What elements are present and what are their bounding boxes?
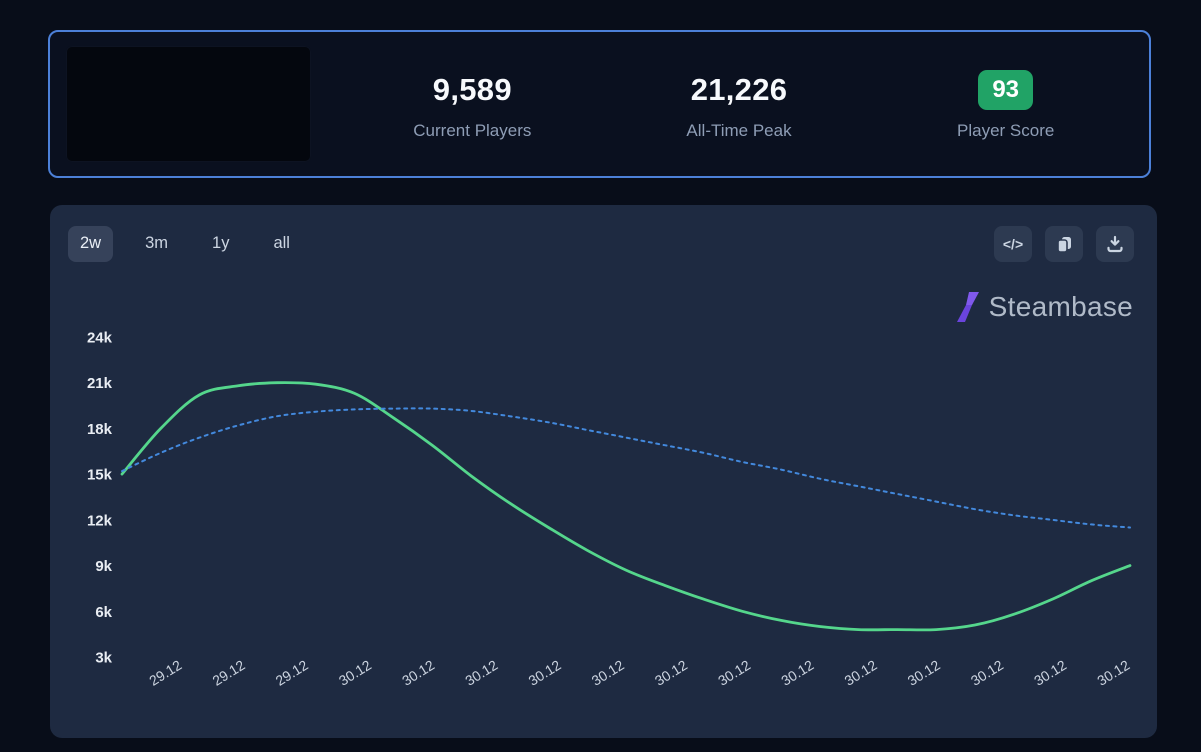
- range-button-1y[interactable]: 1y: [200, 226, 241, 261]
- player-count-chart[interactable]: 24k 21k 18k 15k 12k 9k 6k 3k 29.12 29.12 29.12 30.1…: [50, 205, 1157, 738]
- x-tick-label: 30.12: [905, 657, 943, 689]
- range-button-all[interactable]: all: [261, 226, 302, 261]
- x-tick-label: 29.12: [209, 657, 247, 689]
- x-tick-label: 30.12: [715, 657, 753, 689]
- x-tick-label: 30.12: [462, 657, 500, 689]
- current-players-label: Current Players: [413, 121, 532, 140]
- x-tick-label: 30.12: [589, 657, 627, 689]
- x-tick-label: 30.12: [1031, 657, 1069, 689]
- y-tick-label: 3k: [95, 650, 112, 667]
- x-tick-label: 30.12: [968, 657, 1006, 689]
- download-icon: [1105, 234, 1125, 254]
- range-button-2w[interactable]: 2w: [68, 226, 114, 262]
- y-tick-label: 24k: [87, 330, 113, 347]
- stat-player-score: 93 Player Score: [872, 67, 1139, 141]
- steambase-logo[interactable]: Steambase: [956, 291, 1133, 323]
- all-time-peak-label: All-Time Peak: [686, 121, 792, 140]
- players-line: [120, 381, 1132, 632]
- y-tick-label: 12k: [87, 512, 113, 529]
- chart-actions: </>: [994, 226, 1134, 262]
- stat-all-time-peak-value-wrap: 21,226: [691, 67, 788, 113]
- y-tick-label: 15k: [87, 467, 113, 484]
- x-tick-label: 30.12: [525, 657, 563, 689]
- y-tick-label: 18k: [87, 421, 113, 438]
- current-players-value: 9,589: [432, 72, 512, 107]
- x-tick-label: 29.12: [146, 657, 184, 689]
- stat-all-time-peak: 21,226 All-Time Peak: [606, 67, 873, 141]
- stat-current-players: 9,589 Current Players: [339, 67, 606, 141]
- time-range-selector: 2w 3m 1y all: [68, 226, 302, 262]
- x-tick-label: 30.12: [336, 657, 374, 689]
- steambase-wordmark: Steambase: [988, 291, 1133, 322]
- copy-button[interactable]: [1045, 226, 1083, 262]
- game-stats-card: 9,589 Current Players 21,226 All-Time Pe…: [48, 30, 1151, 178]
- trend-line: [121, 407, 1131, 529]
- game-capsule-image: [66, 46, 311, 162]
- all-time-peak-value: 21,226: [690, 72, 788, 107]
- copy-icon: [1054, 234, 1074, 254]
- x-tick-label: 30.12: [652, 657, 690, 689]
- range-button-3m[interactable]: 3m: [133, 226, 180, 261]
- chart-toolbar: 2w 3m 1y all </>: [68, 226, 1134, 262]
- x-tick-label: 30.12: [1094, 657, 1132, 689]
- x-tick-label: 30.12: [841, 657, 879, 689]
- chart-card: 2w 3m 1y all </>: [50, 205, 1157, 738]
- stat-current-players-value-wrap: 9,589: [433, 67, 512, 113]
- steambase-icon: [956, 291, 980, 323]
- embed-code-button[interactable]: </>: [994, 226, 1032, 262]
- download-button[interactable]: [1096, 226, 1134, 262]
- x-tick-label: 30.12: [399, 657, 437, 689]
- player-score-badge: 93: [978, 70, 1034, 110]
- stat-player-score-value-wrap: 93: [978, 67, 1034, 113]
- stats-row: 9,589 Current Players 21,226 All-Time Pe…: [311, 67, 1149, 141]
- code-icon: </>: [1002, 236, 1024, 252]
- y-tick-label: 21k: [87, 375, 113, 392]
- y-tick-label: 6k: [95, 604, 112, 621]
- x-tick-label: 30.12: [778, 657, 816, 689]
- y-tick-label: 9k: [95, 558, 112, 575]
- x-tick-label: 29.12: [273, 657, 311, 689]
- player-score-label: Player Score: [957, 121, 1055, 140]
